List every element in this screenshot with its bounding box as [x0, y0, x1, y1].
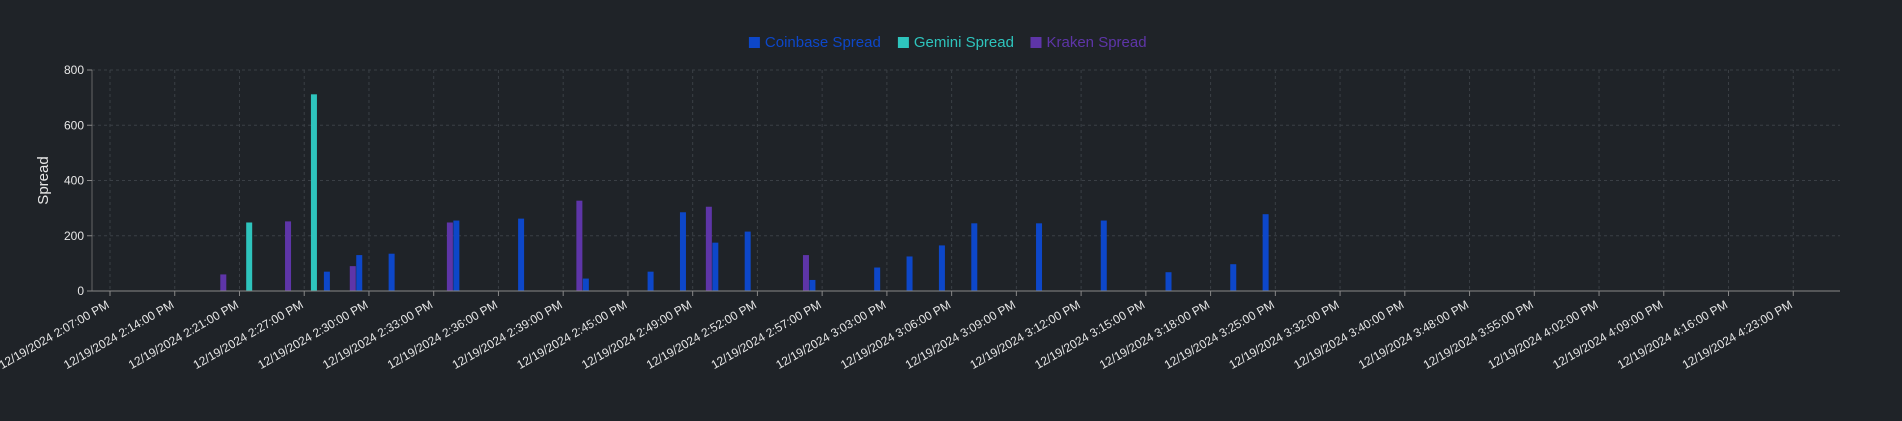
- grid: [92, 69, 1840, 291]
- x-tick-label: 12/19/2024 3:09:00 PM: [903, 297, 1018, 372]
- x-tick-label: 12/19/2024 4:09:00 PM: [1550, 297, 1665, 372]
- legend-label[interactable]: Kraken Spread: [1047, 34, 1147, 51]
- bar-kraken-spread[interactable]: [220, 274, 227, 291]
- bar-coinbase-spread[interactable]: [971, 223, 978, 291]
- bar-coinbase-spread[interactable]: [582, 278, 589, 291]
- bar-coinbase-spread[interactable]: [388, 253, 395, 291]
- bar-gemini-spread[interactable]: [310, 94, 317, 291]
- x-tick-label: 12/19/2024 2:30:00 PM: [255, 297, 370, 372]
- y-axis-label: Spread: [35, 156, 52, 204]
- bar-coinbase-spread[interactable]: [1230, 264, 1237, 291]
- y-tick-label: 800: [64, 63, 84, 77]
- x-tick-label: 12/19/2024 3:18:00 PM: [1097, 297, 1212, 372]
- legend-swatch: [748, 37, 760, 48]
- x-tick-label: 12/19/2024 4:23:00 PM: [1680, 297, 1795, 372]
- bar-coinbase-spread[interactable]: [938, 245, 945, 291]
- y-tick-label: 400: [64, 174, 84, 188]
- legend-label[interactable]: Gemini Spread: [914, 34, 1014, 51]
- x-tick-label: 12/19/2024 3:03:00 PM: [773, 297, 888, 372]
- y-tick-label: 200: [64, 229, 84, 243]
- bar-coinbase-spread[interactable]: [1100, 220, 1107, 291]
- bar-kraken-spread[interactable]: [705, 206, 712, 291]
- legend-swatch: [1030, 37, 1042, 48]
- bar-kraken-spread[interactable]: [349, 266, 356, 291]
- y-tick-label: 600: [64, 118, 84, 132]
- x-tick-label: 12/19/2024 2:57:00 PM: [709, 297, 824, 372]
- x-tick-label: 12/19/2024 4:02:00 PM: [1485, 297, 1600, 372]
- bar-coinbase-spread[interactable]: [744, 231, 751, 291]
- x-tick-label: 12/19/2024 3:40:00 PM: [1291, 297, 1406, 372]
- x-tick-label: 12/19/2024 3:06:00 PM: [838, 297, 953, 372]
- x-tick-label: 12/19/2024 2:14:00 PM: [61, 297, 176, 372]
- bar-coinbase-spread[interactable]: [453, 220, 460, 291]
- bar-kraken-spread[interactable]: [446, 222, 453, 291]
- x-tick-label: 12/19/2024 2:52:00 PM: [644, 297, 759, 372]
- bar-coinbase-spread[interactable]: [518, 218, 525, 291]
- bar-kraken-spread[interactable]: [576, 200, 583, 291]
- x-tick-label: 12/19/2024 2:39:00 PM: [450, 297, 565, 372]
- legend: Coinbase Spread Gemini Spread Kraken Sprea…: [748, 34, 1147, 51]
- x-tick-label: 12/19/2024 3:12:00 PM: [968, 297, 1083, 372]
- x-tick-label: 12/19/2024 2:27:00 PM: [191, 297, 306, 372]
- x-tick-label: 12/19/2024 2:49:00 PM: [579, 297, 694, 372]
- bar-coinbase-spread[interactable]: [906, 256, 913, 291]
- bar-coinbase-spread[interactable]: [809, 279, 816, 291]
- x-tick-label: 12/19/2024 3:48:00 PM: [1356, 297, 1471, 372]
- bar-coinbase-spread[interactable]: [1036, 223, 1043, 291]
- x-tick-label: 12/19/2024 3:55:00 PM: [1421, 297, 1536, 372]
- legend-swatch: [897, 37, 909, 48]
- bar-coinbase-spread[interactable]: [323, 271, 330, 291]
- bar-kraken-spread[interactable]: [802, 255, 809, 291]
- bar-coinbase-spread[interactable]: [647, 271, 654, 291]
- x-tick-label: 12/19/2024 2:36:00 PM: [385, 297, 500, 372]
- bar-coinbase-spread[interactable]: [1262, 214, 1269, 291]
- y-axis: 0 200 400 600 800: [64, 63, 93, 298]
- bar-coinbase-spread[interactable]: [679, 212, 686, 291]
- x-tick-label: 12/19/2024 3:25:00 PM: [1162, 297, 1277, 372]
- y-tick-label: 0: [77, 284, 84, 298]
- bar-coinbase-spread[interactable]: [1165, 272, 1172, 291]
- x-tick-label: 12/19/2024 2:45:00 PM: [514, 297, 629, 372]
- bar-kraken-spread[interactable]: [285, 221, 292, 291]
- x-tick-label: 12/19/2024 4:16:00 PM: [1615, 297, 1730, 372]
- x-tick-label: 12/19/2024 3:15:00 PM: [1032, 297, 1147, 372]
- legend-label[interactable]: Coinbase Spread: [765, 34, 881, 51]
- bars: [220, 94, 1269, 291]
- x-tick-label: 12/19/2024 2:33:00 PM: [320, 297, 435, 372]
- bar-coinbase-spread[interactable]: [874, 267, 881, 291]
- bar-gemini-spread[interactable]: [246, 222, 253, 291]
- x-tick-label: 12/19/2024 2:07:00 PM: [0, 297, 112, 372]
- x-tick-label: 12/19/2024 2:21:00 PM: [126, 297, 241, 372]
- bar-coinbase-spread[interactable]: [712, 242, 719, 291]
- x-tick-label: 12/19/2024 3:32:00 PM: [1227, 297, 1342, 372]
- bar-coinbase-spread[interactable]: [356, 255, 363, 291]
